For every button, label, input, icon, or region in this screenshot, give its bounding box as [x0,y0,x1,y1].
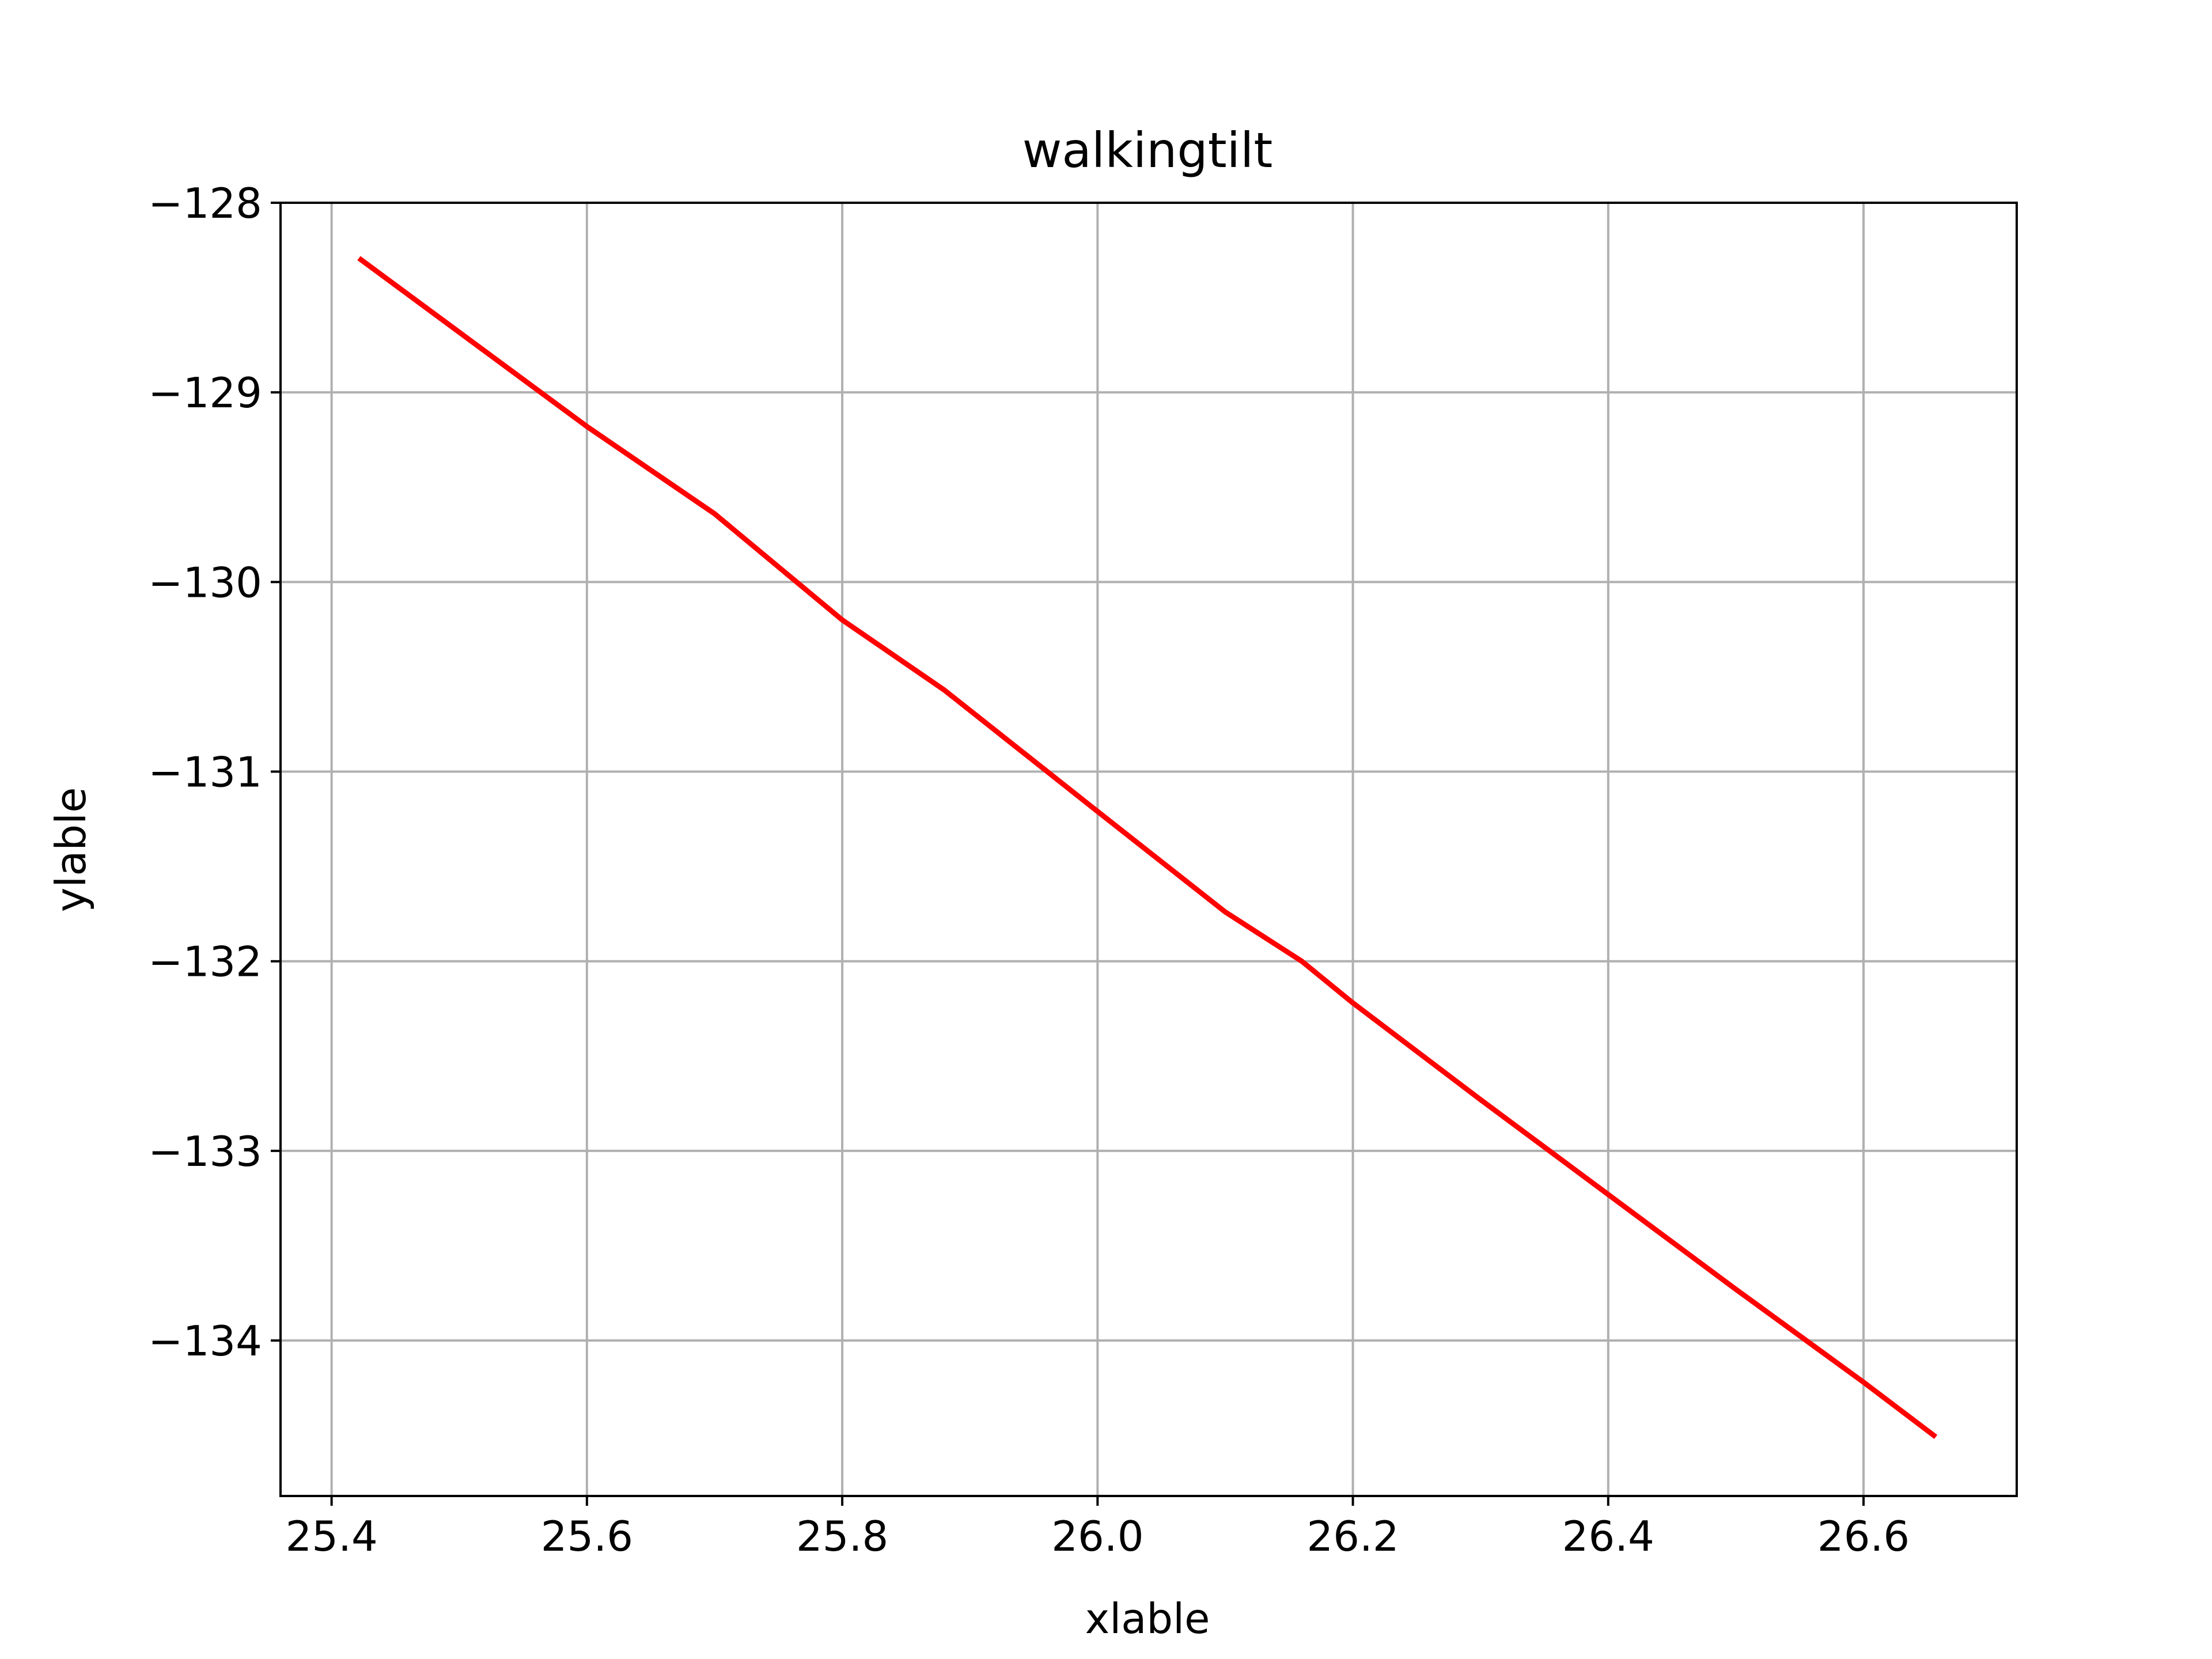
y-tick-label: −134 [148,1317,262,1365]
y-tick-label: −132 [148,938,262,986]
x-tick-label: 26.4 [1562,1512,1654,1560]
x-tick-label: 25.4 [285,1512,377,1560]
y-tick-label: −131 [148,748,262,797]
x-tick-label: 25.8 [796,1512,888,1560]
y-axis-label: ylable [47,787,95,912]
series-layer [357,256,1938,1440]
y-tick-label: −128 [148,179,262,228]
x-axis-label: xlable [1085,1594,1210,1643]
plot-frame [279,202,2018,1497]
y-tick-label: −129 [148,369,262,417]
x-tick-label: 26.6 [1817,1512,1910,1560]
chart-title: walkingtilt [1022,122,1273,179]
x-tick-label: 26.0 [1051,1512,1143,1560]
ticks: 25.4 25.6 25.8 26.0 26.2 26.4 26.6 −128 −129 −130… [148,179,1910,1560]
y-tick-label: −130 [148,558,262,607]
x-tick-label: 26.2 [1306,1512,1399,1560]
series-line-0 [357,256,1938,1440]
y-tick-label: −133 [148,1127,262,1176]
x-tick-label: 25.6 [541,1512,633,1560]
